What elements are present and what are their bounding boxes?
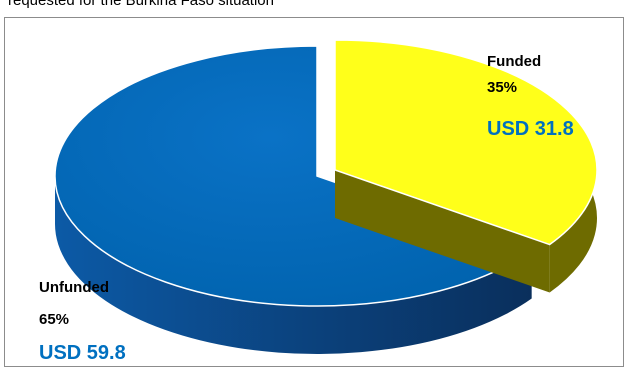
chart-frame: Funded 35% USD 31.8 Unfunded 65% USD 59.… xyxy=(4,17,624,367)
pie-chart xyxy=(54,39,598,355)
unfunded-percent: 65% xyxy=(39,311,70,328)
chart-caption: requested for the Burkina Faso situation xyxy=(8,0,274,9)
funded-label: Funded xyxy=(487,53,542,70)
unfunded-slice-side xyxy=(54,176,532,355)
funded-slice xyxy=(334,39,598,246)
funded-percent: 35% xyxy=(487,79,518,96)
funded-amount: USD 31.8 xyxy=(487,118,574,140)
funded-slice-inner-face xyxy=(335,170,550,293)
unfunded-amount: USD 59.8 xyxy=(39,342,126,364)
unfunded-label: Unfunded xyxy=(39,279,109,296)
